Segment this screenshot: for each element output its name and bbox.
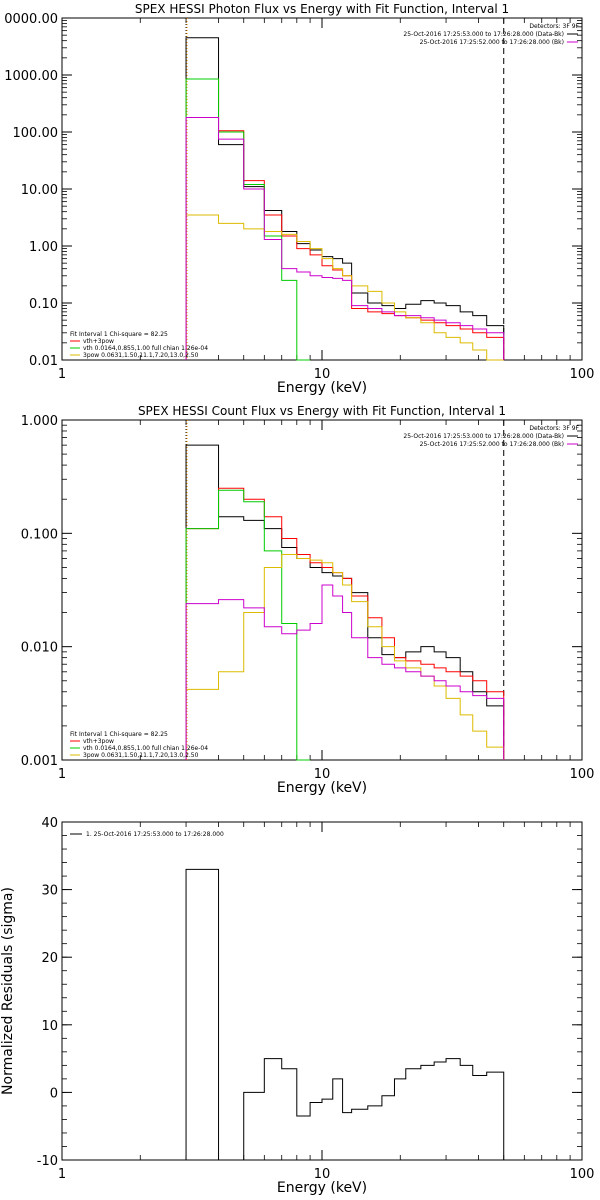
panel-1: SPEX HESSI Photon Flux vs Energy with Fi… [4, 2, 594, 396]
legend-left-entry: vth+3pow [83, 338, 114, 345]
series-thermal [185, 78, 311, 361]
x-tick-label: 1 [58, 367, 66, 382]
x-tick-label: 100 [570, 367, 595, 382]
y-tick-label: 0.001 [21, 754, 58, 769]
y-tick-label: 0000.00 [4, 12, 58, 27]
x-tick-label: 100 [570, 767, 595, 782]
x-tick-label: 10 [314, 767, 331, 782]
panel-2: SPEX HESSI Count Flux vs Energy with Fit… [21, 404, 595, 796]
panel-3: 1 10 100 Energy (keV) -10 0 10 20 30 40 Normalized… [0, 816, 594, 1196]
y-tick-label: 20 [41, 951, 58, 966]
y-tick-label: 0.010 [21, 641, 58, 656]
x-axis-label: Energy (keV) [277, 380, 367, 396]
x-tick-label: 1 [58, 1167, 66, 1182]
chart-title: SPEX HESSI Count Flux vs Energy with Fit… [138, 404, 506, 418]
legend-detectors: Detectors: 3F 9F [529, 425, 579, 432]
legend-right-entry: 25-Oct-2016 17:25:52.000 to 17:26:28.000… [420, 441, 564, 448]
y-tick-label: 1.00 [29, 240, 58, 255]
legend-fit-title: Fit Interval 1 Chi-square = 82.25 [70, 731, 168, 738]
series-model [185, 487, 505, 760]
legend-right-entry: 25-Oct-2016 17:25:52.000 to 17:26:28.000… [420, 39, 564, 46]
y-tick-label: 100.00 [13, 126, 59, 141]
series-thermal [185, 489, 311, 761]
y-tick-label: 10.00 [21, 183, 58, 198]
legend-left-entry: 3pow 0.0631,1.50,11.1,7.20,13.0,2.50 [83, 352, 199, 359]
legend-top-entry: 1. 25-Oct-2016 17:25:53.000 to 17:26:28.… [86, 831, 224, 838]
y-tick-label: 10 [41, 1019, 58, 1034]
y-tick-label: 0.01 [29, 354, 58, 369]
y-tick-label: 1.000 [21, 414, 58, 429]
x-tick-label: 1 [58, 767, 66, 782]
series-background [185, 584, 505, 760]
x-tick-label: 10 [314, 1167, 331, 1182]
y-tick-label: 1000.00 [4, 69, 58, 84]
series-total [185, 868, 505, 1161]
y-tick-label: -10 [37, 1154, 58, 1169]
x-tick-label: 10 [314, 367, 331, 382]
series-total [185, 444, 505, 760]
y-tick-label: 0.100 [21, 527, 58, 542]
y-tick-label: 0.10 [29, 297, 58, 312]
y-axis-label: Normalized Residuals (sigma) [0, 887, 16, 1095]
series-model [185, 78, 505, 360]
legend-right-entry: 25-Oct-2016 17:25:53.000 to 17:26:28.000… [403, 31, 564, 38]
x-axis-label: Energy (keV) [277, 1180, 367, 1196]
legend-detectors: Detectors: 3F 9F [529, 23, 579, 30]
x-axis-label: Energy (keV) [277, 780, 367, 796]
y-tick-label: 40 [41, 816, 58, 831]
x-tick-label: 100 [570, 1167, 595, 1182]
y-tick-label: 30 [41, 884, 58, 899]
series-powerlaw [185, 214, 504, 361]
chart-title: SPEX HESSI Photon Flux vs Energy with Fi… [135, 2, 509, 16]
legend-right-entry: 25-Oct-2016 17:25:53.000 to 17:26:28.000… [403, 433, 564, 440]
series-powerlaw [185, 554, 505, 760]
legend-left-entry: vth 0.0164,0.855,1.00 full chian 1.26e-0… [83, 745, 208, 752]
legend-left-entry: vth 0.0164,0.855,1.00 full chian 1.26e-0… [83, 345, 208, 352]
series-total [185, 37, 505, 360]
series-background [185, 116, 505, 360]
y-tick-label: 0 [50, 1086, 58, 1101]
legend-fit-title: Fit Interval 1 Chi-square = 82.25 [70, 331, 168, 338]
legend-left-entry: vth+3pow [83, 738, 114, 745]
legend-left-entry: 3pow 0.0631,1.50,11.1,7.20,13.0,2.50 [83, 752, 199, 759]
